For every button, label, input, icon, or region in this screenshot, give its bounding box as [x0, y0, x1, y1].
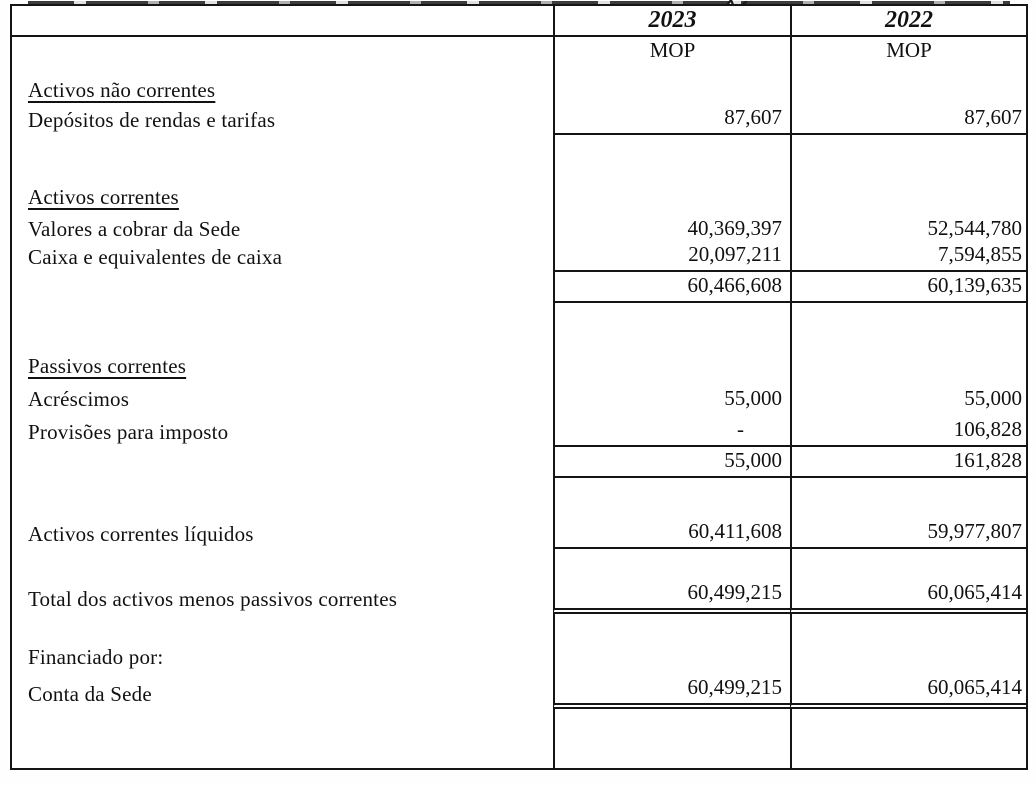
value-2023: 40,369,397	[553, 212, 790, 244]
table-row: Caixa e equivalentes de caixa 20,097,211…	[12, 242, 1026, 272]
table-header-row: 2023 2022	[12, 6, 1026, 37]
total-2023: 60,499,215	[553, 672, 790, 709]
balance-sheet-table: 2023 2022 MOP MOP Activos não correntes …	[10, 4, 1028, 770]
bottom-empty-row	[12, 709, 1026, 768]
value-2022: 87,607	[790, 105, 1026, 135]
value-2022: 52,544,780	[790, 212, 1026, 244]
scan-artifact-line	[28, 1, 1010, 4]
total-row: Conta da Sede 60,499,215 60,065,414	[12, 672, 1026, 709]
currency-row: MOP MOP	[12, 37, 1026, 64]
total-2022: 60,065,414	[790, 672, 1026, 709]
spacer-row	[12, 303, 1026, 352]
subtotal-row: 60,466,608 60,139,635	[12, 272, 1026, 303]
currency-label-2022: MOP	[790, 37, 1026, 64]
table-row: Valores a cobrar da Sede 40,369,397 52,5…	[12, 212, 1026, 244]
subtotal-2022: 60,139,635	[790, 272, 1026, 303]
row-label: Acréscimos	[28, 387, 130, 411]
spacer-row	[12, 64, 1026, 76]
section-heading: Activos correntes	[28, 185, 179, 209]
total-row: Total dos activos menos passivos corrent…	[12, 577, 1026, 614]
table-row: Depósitos de rendas e tarifas 87,607 87,…	[12, 105, 1026, 135]
section-heading-row: Passivos correntes	[12, 352, 1026, 381]
total-2022: 60,065,414	[790, 577, 1026, 614]
subtotal-2023: 55,000	[553, 447, 790, 478]
table-row: Activos correntes líquidos 60,411,608 59…	[12, 512, 1026, 549]
row-label: Financiado por:	[28, 645, 164, 669]
value-2023: -	[553, 414, 790, 447]
spacer-row	[12, 135, 1026, 183]
value-2023: 20,097,211	[553, 242, 790, 272]
year-column-header-2023: 2023	[553, 6, 790, 35]
value-2023: 55,000	[553, 381, 790, 414]
value-2022: 59,977,807	[790, 512, 1026, 549]
row-label: Activos correntes líquidos	[28, 522, 254, 546]
subtotal-2022: 161,828	[790, 447, 1026, 478]
section-heading-row: Activos não correntes	[12, 76, 1026, 105]
row-label: Provisões para imposto	[28, 420, 229, 444]
value-2022: 7,594,855	[790, 242, 1026, 272]
row-label: Depósitos de rendas e tarifas	[28, 108, 276, 132]
header-label-cell	[12, 6, 553, 35]
total-2023: 60,499,215	[553, 577, 790, 614]
value-2023: 87,607	[553, 105, 790, 135]
table-row: Provisões para imposto - 106,828	[12, 414, 1026, 447]
spacer-row	[12, 549, 1026, 577]
row-label: Conta da Sede	[28, 682, 152, 706]
section-heading: Passivos correntes	[28, 354, 187, 378]
section-heading-row: Financiado por:	[12, 644, 1026, 672]
subtotal-2023: 60,466,608	[553, 272, 790, 303]
year-column-header-2022: 2022	[790, 6, 1026, 35]
row-label: Total dos activos menos passivos corrent…	[28, 587, 398, 611]
section-heading-row: Activos correntes	[12, 183, 1026, 212]
row-label: Valores a cobrar da Sede	[28, 217, 241, 241]
value-2022: 55,000	[790, 381, 1026, 414]
row-label: Caixa e equivalentes de caixa	[28, 245, 283, 269]
currency-label-2023: MOP	[553, 37, 790, 64]
spacer-row	[12, 614, 1026, 644]
section-heading: Activos não correntes	[28, 78, 216, 102]
row-label	[12, 272, 553, 303]
spacer-row	[12, 478, 1026, 512]
subtotal-row: 55,000 161,828	[12, 447, 1026, 478]
value-2022: 106,828	[790, 414, 1026, 447]
value-2023: 60,411,608	[553, 512, 790, 549]
row-label	[12, 447, 553, 478]
table-row: Acréscimos 55,000 55,000	[12, 381, 1026, 414]
